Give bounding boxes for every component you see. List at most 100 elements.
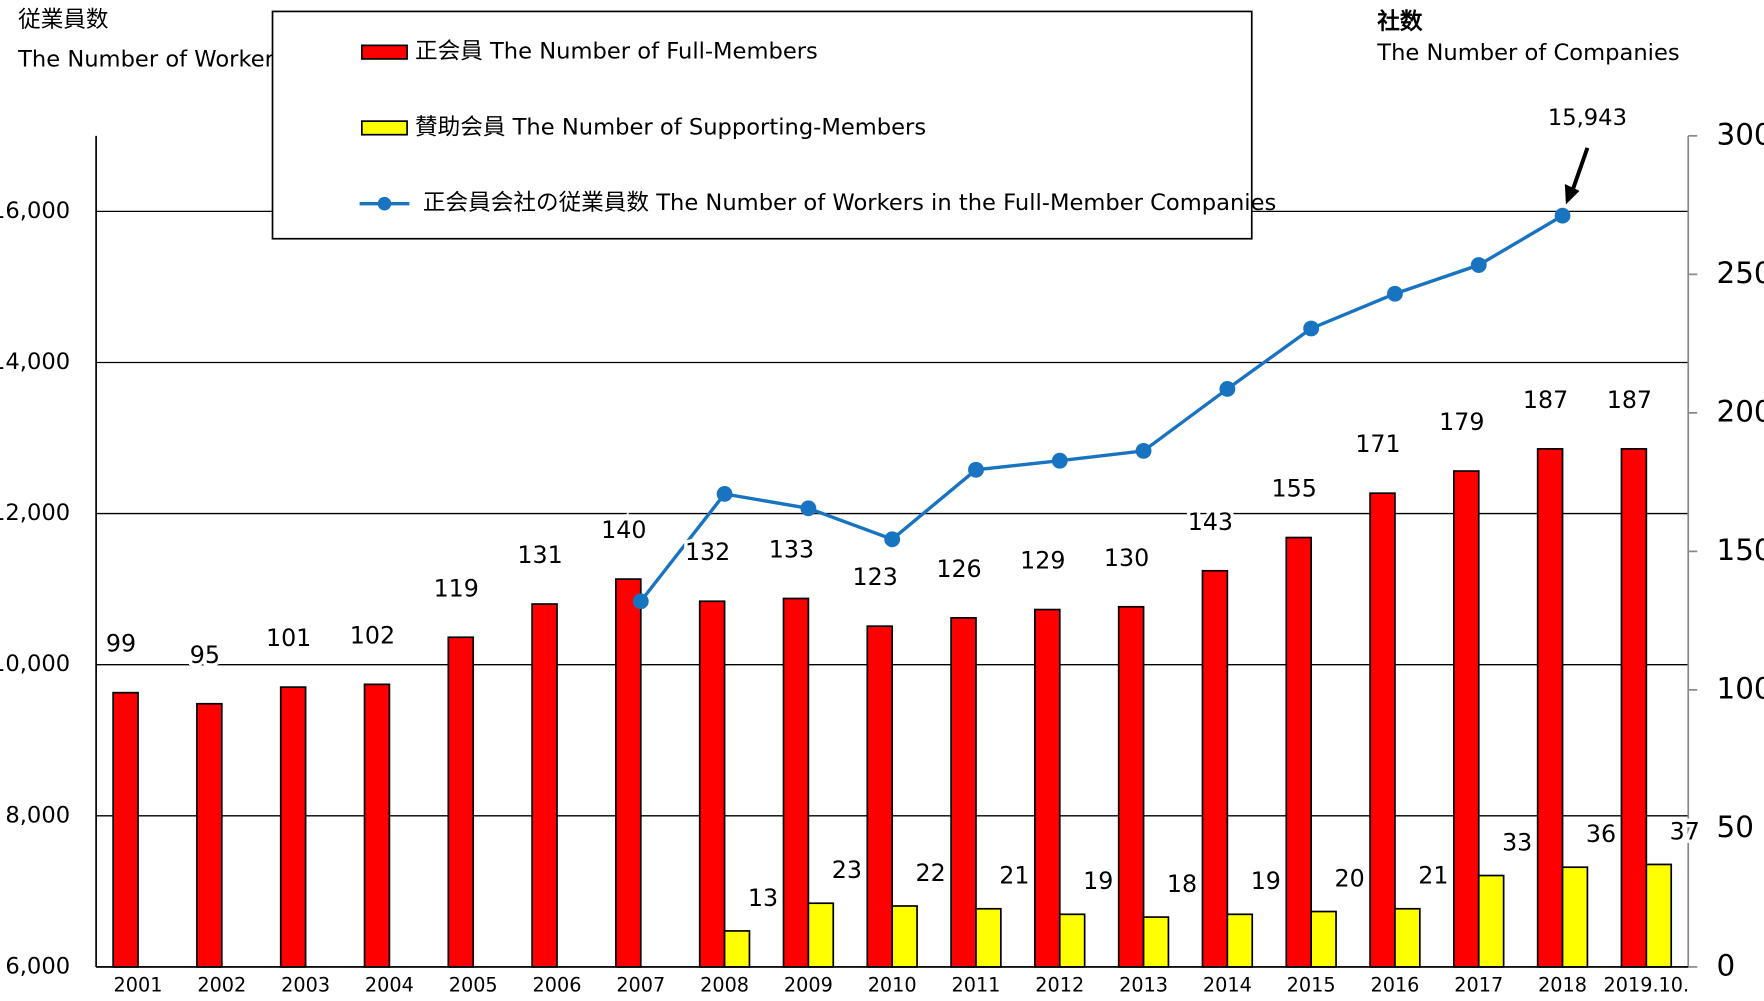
legend-label: 正会員会社の従業員数 The Number of Workers in the … — [423, 190, 1276, 216]
bar — [1201, 569, 1229, 968]
y-tick-label: 8,000 — [5, 802, 70, 828]
bar — [975, 907, 1002, 968]
x-tick-label: 2008 — [700, 974, 749, 997]
line-point — [1470, 257, 1487, 273]
y2-tick-label: 200 — [1717, 394, 1764, 428]
line-point — [1135, 442, 1152, 459]
bar — [196, 702, 223, 968]
line-point — [632, 593, 649, 610]
bar-label: 22 — [916, 859, 946, 887]
y2-tick-label: 300 — [1717, 117, 1764, 151]
bar-label: 132 — [685, 538, 730, 566]
x-tick-label: 2016 — [1370, 974, 1419, 997]
bar-label: 18 — [1167, 870, 1197, 898]
legend-label: 賛助会員 The Number of Supporting-Members — [415, 114, 926, 140]
x-tick-label: 2003 — [281, 974, 330, 997]
bar-label: 23 — [832, 856, 862, 884]
bar — [363, 683, 391, 968]
bar — [1645, 863, 1673, 968]
bar — [1142, 916, 1170, 968]
bar — [279, 686, 307, 968]
bar — [1453, 470, 1480, 968]
x-tick-label: 2009 — [784, 974, 833, 997]
arrow-head — [1564, 184, 1580, 205]
bar — [1394, 907, 1421, 968]
bar — [1561, 866, 1589, 968]
bar-label: 133 — [769, 535, 814, 563]
y-tick-label: 6,000 — [5, 953, 70, 979]
legend — [271, 10, 1253, 240]
legend-swatch — [360, 120, 408, 136]
x-tick-label: 2005 — [449, 974, 498, 997]
bar-label: 187 — [1607, 386, 1652, 414]
bar-label: 99 — [106, 630, 136, 658]
bar-label: 37 — [1670, 817, 1700, 845]
x-tick-label: 2006 — [533, 974, 582, 997]
y2-tick-label: 50 — [1717, 810, 1754, 844]
bar-label: 19 — [1083, 867, 1113, 895]
x-tick-label: 2004 — [365, 974, 414, 997]
bar-label: 123 — [853, 563, 898, 591]
y-tick-label: 12,000 — [0, 500, 70, 526]
bar-label: 102 — [350, 621, 395, 649]
bar — [1285, 536, 1313, 968]
y-tick-label: 14,000 — [0, 349, 70, 375]
y2-tick-label: 100 — [1717, 671, 1764, 705]
y-axis-title: 従業員数 — [18, 7, 108, 33]
bar-label: 129 — [1020, 547, 1065, 575]
line-point — [1051, 452, 1068, 469]
line-point — [1387, 285, 1403, 302]
bar — [698, 600, 726, 968]
arrow — [1569, 147, 1590, 194]
line-point — [800, 500, 817, 517]
bar — [866, 625, 894, 968]
line-label: 15,943 — [1548, 105, 1627, 131]
line-point — [1219, 381, 1236, 397]
x-tick-label: 2011 — [952, 974, 1001, 997]
legend-marker — [377, 196, 392, 211]
line-point — [884, 531, 901, 548]
bar — [531, 603, 558, 968]
bar-label: 155 — [1272, 475, 1317, 503]
bar — [112, 691, 139, 968]
bar-label: 95 — [190, 641, 220, 669]
bar — [1620, 448, 1648, 968]
y2-tick-label: 150 — [1717, 533, 1764, 567]
bar-label: 119 — [434, 574, 479, 602]
bar-label: 187 — [1523, 386, 1568, 414]
x-tick-label: 2015 — [1287, 974, 1336, 997]
x-tick-label: 2001 — [114, 974, 163, 997]
bar-label: 140 — [601, 516, 646, 544]
line-point — [1303, 320, 1320, 337]
bar-label: 21 — [999, 862, 1029, 890]
x-tick-label: 2018 — [1538, 974, 1587, 997]
bar — [1310, 910, 1337, 968]
bar — [723, 930, 751, 968]
bar — [1117, 605, 1145, 968]
line-point — [716, 486, 733, 502]
bar-label: 126 — [936, 555, 981, 583]
bar — [1536, 448, 1564, 968]
bar — [447, 636, 475, 968]
bar — [891, 905, 918, 968]
x-tick-label: 2002 — [197, 974, 246, 997]
bar-label: 19 — [1251, 867, 1281, 895]
y2-tick-label: 250 — [1717, 256, 1764, 290]
x-tick-label: 2012 — [1035, 974, 1084, 997]
y2-tick-label: 0 — [1717, 948, 1736, 982]
bar-label: 131 — [517, 541, 562, 569]
line-point — [1554, 207, 1571, 224]
x-tick-label: 2007 — [616, 974, 665, 997]
bar-label: 13 — [748, 884, 778, 912]
line-point — [968, 461, 984, 478]
bar-label: 101 — [266, 624, 311, 652]
bar-label: 20 — [1335, 864, 1365, 892]
y-axis-title-en: The Number of Workers — [17, 47, 286, 73]
legend-label: 正会員 The Number of Full-Members — [415, 39, 818, 65]
bar — [950, 617, 977, 968]
bar — [1226, 913, 1254, 968]
bar-label: 33 — [1502, 828, 1532, 856]
bar-label: 143 — [1188, 508, 1233, 536]
bar — [1034, 608, 1061, 968]
